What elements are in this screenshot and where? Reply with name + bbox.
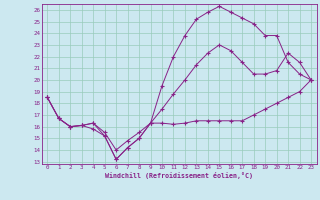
- X-axis label: Windchill (Refroidissement éolien,°C): Windchill (Refroidissement éolien,°C): [105, 172, 253, 179]
